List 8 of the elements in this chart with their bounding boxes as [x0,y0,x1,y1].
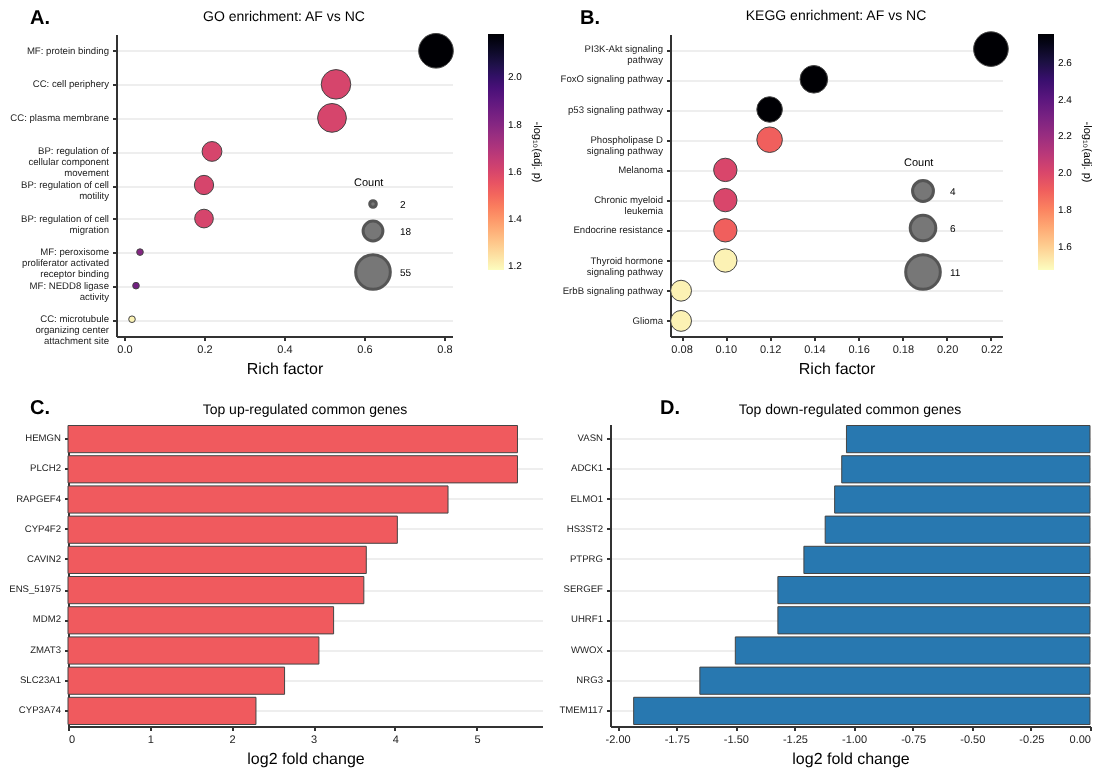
x-axis-title: Rich factor [246,360,324,378]
text: B. [580,8,600,30]
x-axis-title: log2 fold change [247,750,366,768]
x-axis-title: Rich factor [798,360,876,378]
text: C. [30,398,50,420]
x-axis-title: log2 fold change [792,750,911,768]
text: A. [30,8,50,30]
text: D. [660,398,680,420]
